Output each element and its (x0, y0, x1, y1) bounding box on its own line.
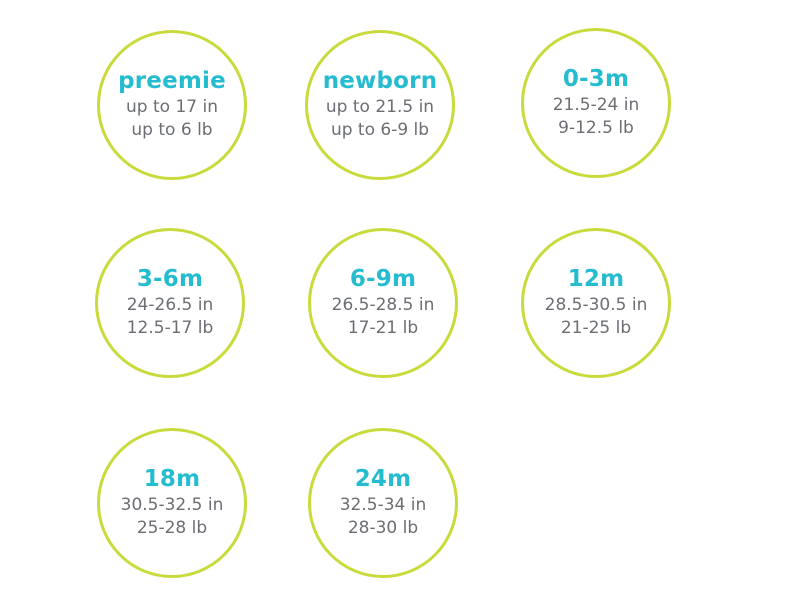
size-circle-newborn: newborn up to 21.5 in up to 6-9 lb (305, 30, 455, 180)
size-label: 18m (143, 466, 201, 492)
size-weight: 9-12.5 lb (558, 118, 634, 138)
size-circle-24m: 24m 32.5-34 in 28-30 lb (308, 428, 458, 578)
size-length: 24-26.5 in (126, 295, 214, 315)
size-circle-6-9m: 6-9m 26.5-28.5 in 17-21 lb (308, 228, 458, 378)
size-weight: 21-25 lb (560, 318, 632, 338)
size-weight: up to 6 lb (131, 120, 213, 140)
size-weight: 12.5-17 lb (126, 318, 214, 338)
size-weight: 25-28 lb (136, 518, 208, 538)
size-weight: 17-21 lb (347, 318, 419, 338)
size-label: 6-9m (349, 266, 417, 292)
size-circle-12m: 12m 28.5-30.5 in 21-25 lb (521, 228, 671, 378)
size-circle-3-6m: 3-6m 24-26.5 in 12.5-17 lb (95, 228, 245, 378)
size-length: up to 21.5 in (325, 97, 435, 117)
size-circle-18m: 18m 30.5-32.5 in 25-28 lb (97, 428, 247, 578)
size-length: 21.5-24 in (552, 95, 640, 115)
size-weight: up to 6-9 lb (330, 120, 430, 140)
size-circle-preemie: preemie up to 17 in up to 6 lb (97, 30, 247, 180)
size-circle-0-3m: 0-3m 21.5-24 in 9-12.5 lb (521, 28, 671, 178)
size-length: 28.5-30.5 in (544, 295, 648, 315)
size-label: newborn (322, 68, 438, 94)
size-weight: 28-30 lb (347, 518, 419, 538)
size-label: 24m (354, 466, 412, 492)
size-length: 30.5-32.5 in (120, 495, 224, 515)
size-length: up to 17 in (126, 97, 218, 117)
size-label: 0-3m (562, 66, 630, 92)
size-length: 32.5-34 in (339, 495, 427, 515)
size-label: 12m (567, 266, 625, 292)
size-label: preemie (118, 68, 226, 94)
size-label: 3-6m (136, 266, 204, 292)
size-length: 26.5-28.5 in (331, 295, 435, 315)
